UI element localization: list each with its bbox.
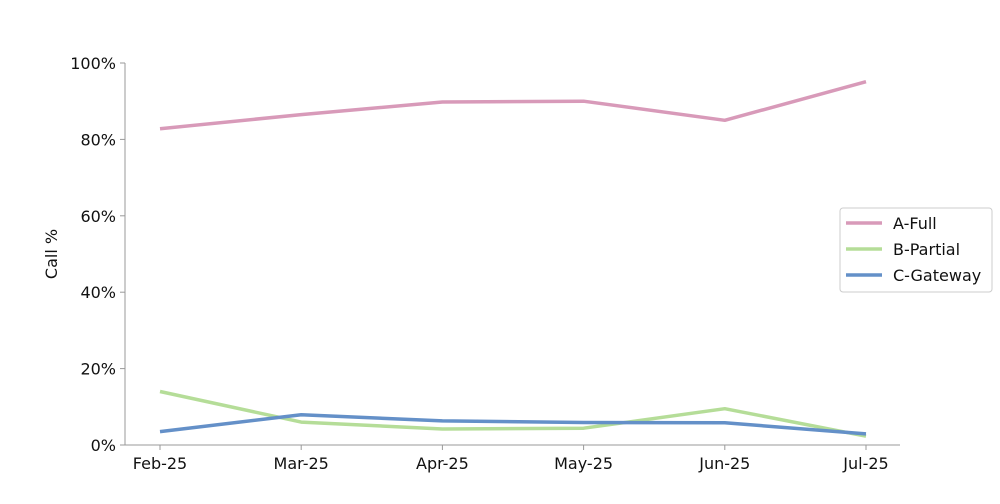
ticks: 0% 20% 40% 60% 80% 100% Feb-25 Mar-25 Apr-25 May-… [70, 54, 888, 473]
x-tick-label: May-25 [554, 454, 613, 473]
legend: A-Full B-Partial C-Gateway [839, 207, 993, 293]
legend-label: B-Partial [893, 240, 960, 259]
x-tick-label: Jun-25 [698, 454, 750, 473]
legend-label: A-Full [893, 214, 937, 233]
y-tick-label: 100% [70, 54, 116, 73]
y-tick-label: 0% [91, 436, 116, 455]
legend-box [839, 207, 993, 293]
y-tick-label: 20% [80, 360, 116, 379]
x-tick-label: Jul-25 [842, 454, 888, 473]
legend-label: C-Gateway [893, 266, 981, 285]
axes: Call % [42, 63, 900, 446]
x-tick-label: Mar-25 [274, 454, 329, 473]
x-tick-label: Feb-25 [133, 454, 187, 473]
x-tick-label: Apr-25 [416, 454, 469, 473]
series-line-a-full [159, 80, 867, 131]
series-line-b-partial [159, 389, 867, 438]
y-tick-label: 40% [80, 283, 116, 302]
y-tick-label: 60% [80, 207, 116, 226]
y-tick-label: 80% [80, 130, 116, 149]
series-lines [159, 80, 867, 438]
series-line-c-gateway [159, 413, 867, 436]
y-axis-title: Call % [42, 229, 61, 279]
